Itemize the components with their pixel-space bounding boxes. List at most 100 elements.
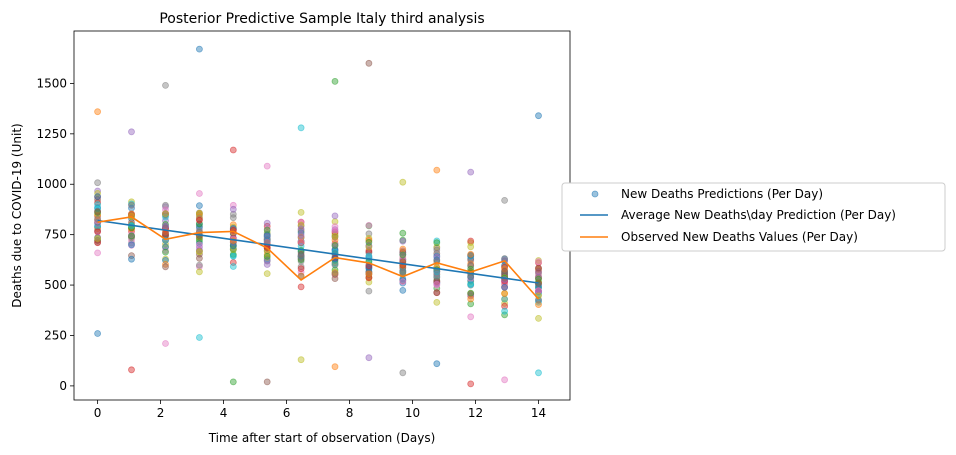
prediction-point [433, 239, 441, 247]
prediction-point [501, 265, 509, 273]
prediction-point [162, 263, 169, 271]
x-tick-label: 0 [94, 406, 102, 420]
prediction-point [195, 268, 203, 276]
prediction-point [331, 212, 339, 220]
prediction-point [162, 82, 169, 89]
prediction-point [501, 295, 509, 303]
prediction-point [229, 210, 237, 218]
prediction-point [535, 264, 542, 272]
y-tick-label: 500 [44, 278, 67, 292]
prediction-point [297, 265, 305, 273]
series-lines [97, 216, 540, 300]
legend-label-average: Average New Deaths\day Prediction (Per D… [621, 208, 896, 222]
prediction-point [365, 243, 373, 251]
prediction-point [297, 238, 305, 246]
prediction-point [128, 241, 135, 249]
prediction-point [399, 286, 407, 294]
prediction-point [433, 256, 441, 264]
prediction-point [128, 255, 135, 263]
prediction-point [501, 307, 509, 315]
x-tick-label: 12 [468, 406, 483, 420]
prediction-point [399, 245, 407, 253]
prediction-point [162, 260, 169, 268]
prediction-point [229, 378, 237, 386]
prediction-point [128, 201, 135, 209]
prediction-point [94, 201, 101, 209]
x-tick-label: 6 [283, 406, 291, 420]
prediction-point [94, 108, 101, 116]
prediction-point [433, 246, 441, 254]
legend-label-predictions: New Deaths Predictions (Per Day) [621, 187, 823, 201]
x-tick-label: 8 [346, 406, 354, 420]
prediction-point [263, 252, 271, 260]
prediction-point [467, 260, 475, 268]
x-tick-label: 14 [531, 406, 546, 420]
prediction-point [195, 263, 203, 271]
prediction-point [331, 78, 339, 85]
y-axis-title: Deaths due to COVID-19 (Unit) [10, 123, 24, 307]
prediction-point [162, 248, 169, 256]
prediction-point [501, 283, 509, 291]
y-tick-label: 0 [59, 379, 67, 393]
prediction-point [399, 369, 407, 377]
prediction-point [297, 208, 305, 216]
prediction-point [195, 190, 203, 197]
prediction-point [399, 237, 407, 245]
prediction-point [501, 196, 509, 204]
chart-title: Posterior Predictive Sample Italy third … [159, 11, 484, 27]
legend: New Deaths Predictions (Per Day) Average… [561, 182, 946, 252]
prediction-point [399, 178, 407, 186]
prediction-point [331, 275, 339, 283]
prediction-point [433, 280, 441, 288]
prediction-point [195, 248, 203, 256]
prediction-point [365, 59, 373, 67]
x-axis-title: Time after start of observation (Days) [208, 431, 436, 445]
prediction-point [467, 313, 475, 321]
legend-frame [561, 182, 946, 252]
prediction-point [162, 223, 169, 230]
prediction-point [263, 219, 271, 227]
prediction-point [433, 360, 441, 368]
prediction-point [331, 240, 339, 248]
prediction-point [162, 340, 169, 347]
prediction-point [433, 289, 441, 297]
prediction-point [162, 210, 169, 218]
prediction-point [433, 273, 441, 281]
prediction-point [263, 270, 271, 278]
x-tick-label: 2 [157, 406, 165, 420]
prediction-point [263, 378, 271, 386]
prediction-point [365, 236, 373, 244]
prediction-point [467, 295, 475, 303]
prediction-point [331, 270, 339, 278]
prediction-point [467, 289, 475, 297]
prediction-point [263, 232, 271, 240]
prediction-point [195, 216, 203, 224]
prediction-point [297, 231, 305, 239]
x-axis: 0 2 4 6 8 10 12 14 [94, 400, 546, 420]
prediction-point [94, 249, 101, 257]
prediction-point [94, 193, 101, 201]
prediction-point [195, 45, 203, 53]
prediction-point [297, 250, 305, 258]
x-tick-label: 4 [220, 406, 228, 420]
prediction-point [365, 287, 373, 295]
prediction-point [128, 232, 135, 240]
average-prediction-line [97, 219, 539, 284]
prediction-point [195, 254, 203, 262]
prediction-point [535, 258, 542, 266]
prediction-point [501, 302, 509, 310]
prediction-point [501, 267, 509, 275]
prediction-point [399, 251, 407, 259]
prediction-point [94, 235, 101, 242]
prediction-point [162, 213, 169, 221]
prediction-point [162, 211, 169, 219]
y-tick-label: 250 [44, 328, 67, 342]
prediction-point [94, 208, 101, 216]
prediction-point [365, 238, 373, 246]
y-tick-label: 1250 [36, 127, 67, 141]
prediction-point [195, 261, 203, 269]
prediction-point [229, 246, 237, 253]
prediction-point [535, 268, 542, 276]
prediction-point [128, 366, 135, 374]
